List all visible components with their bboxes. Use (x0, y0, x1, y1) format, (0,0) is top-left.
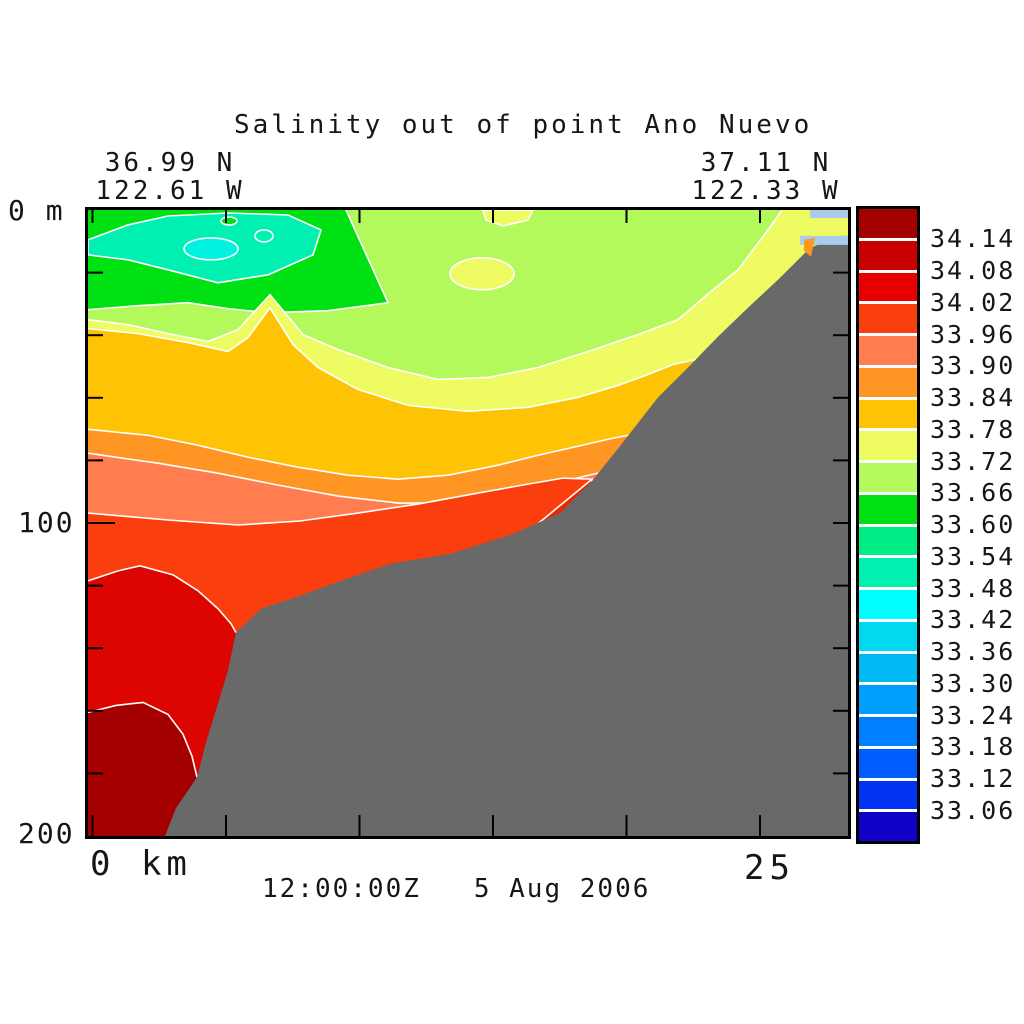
right-endpoint-lat: 37.11 N (700, 148, 832, 178)
colorbar-segment-16 (859, 717, 917, 746)
patch-orange-sliver (804, 237, 815, 257)
page-title: Salinity out of point Ano Nuevo (234, 110, 813, 140)
colorbar-label-33.90: 33.90 (930, 351, 1016, 381)
left-endpoint-lat: 36.99 N (104, 148, 236, 178)
colorbar-label-34.08: 34.08 (930, 256, 1016, 285)
colorbar-segments (856, 206, 920, 844)
band-33.84-33.90-orange-contour-line (88, 428, 629, 480)
colorbar-label-33.60: 33.60 (930, 510, 1016, 539)
seafloor-gray (165, 231, 848, 836)
colorbar-label-34.14: 34.14 (930, 224, 1016, 254)
y-axis-label-100: 100 (18, 506, 75, 539)
patch-paleblue-top (810, 210, 848, 218)
colorbar-segment-15 (859, 685, 917, 714)
colorbar-label-33.06: 33.06 (930, 795, 1016, 825)
band-34.08plus-darkred-contour-line (88, 701, 198, 778)
band-34.08plus-darkred (88, 702, 197, 836)
colorbar-segment-11 (859, 558, 917, 587)
band-33.78-33.84-amber-contour-line (88, 306, 697, 413)
y-axis-label-0m: 0 m (8, 194, 65, 227)
colorbar-segment-6 (859, 399, 917, 429)
colorbar-segment-19 (859, 812, 917, 841)
colorbar-segment-5 (859, 367, 917, 397)
colorbar-label-33.54: 33.54 (930, 541, 1016, 571)
patch-33.42-33.48-cyan (183, 237, 239, 261)
colorbar-label-33.36: 33.36 (930, 637, 1016, 666)
band-34.02-34.08-red-contour-line (88, 565, 237, 634)
colorbar-segment-8 (859, 463, 917, 492)
colorbar-segment-18 (859, 780, 917, 810)
colorbar-label-33.72: 33.72 (930, 446, 1016, 476)
colorbar-segment-14 (859, 653, 917, 683)
colorbar-label-33.84: 33.84 (930, 383, 1016, 412)
colorbar-label-33.30: 33.30 (930, 668, 1016, 698)
band-33.96-34.02-tomato-contour-line (88, 477, 592, 526)
plot-frame (85, 207, 851, 839)
colorbar-segment-7 (859, 431, 917, 460)
y-axis-label-200: 200 (18, 817, 75, 850)
island-teal-small (254, 229, 274, 243)
colorbar-label-33.24: 33.24 (930, 700, 1016, 730)
island-lightyellow-blob (449, 257, 515, 291)
colorbar-segment-0 (859, 209, 917, 238)
colorbar-segment-17 (859, 748, 917, 778)
colorbar-segment-13 (859, 621, 917, 651)
contour-regions (88, 210, 848, 836)
colorbar-label-33.48: 33.48 (930, 573, 1016, 603)
colorbar-segment-1 (859, 240, 917, 270)
left-endpoint-lon: 122.61 W (95, 176, 245, 206)
colorbar: 34.14 34.08 34.02 33.96 33.90 33.84 33.78 33.72… (856, 206, 1024, 844)
x-axis-label-25: 25 (744, 848, 795, 888)
colorbar-label-33.42: 33.42 (930, 605, 1016, 635)
colorbar-segment-10 (859, 526, 917, 556)
right-endpoint-lon: 122.33 W (691, 176, 841, 206)
band-33.60-33.66-green-surface-contour-line (88, 210, 390, 314)
timestamp: 12:00:00Z 5 Aug 2006 (262, 874, 651, 904)
colorbar-label-34.02: 34.02 (930, 287, 1016, 317)
axis-ticks (88, 210, 848, 836)
colorbar-segment-4 (859, 336, 917, 365)
colorbar-label-33.66: 33.66 (930, 478, 1016, 508)
colorbar-label-33.78: 33.78 (930, 414, 1016, 444)
island-lightyellow-top (482, 210, 534, 227)
band-33.72-33.78-lightyellow-contour-line (88, 210, 783, 381)
colorbar-segment-12 (859, 590, 917, 619)
colorbar-segment-9 (859, 494, 917, 524)
contour-plot (88, 210, 848, 836)
colorbar-label-33.96: 33.96 (930, 319, 1016, 349)
colorbar-label-33.18: 33.18 (930, 732, 1016, 762)
patch-yellow-right-edge (812, 217, 848, 236)
colorbar-label-33.12: 33.12 (930, 764, 1016, 793)
colorbar-segment-3 (859, 304, 917, 333)
x-axis-label-0km: 0 km (90, 844, 192, 884)
colorbar-segment-2 (859, 272, 917, 302)
